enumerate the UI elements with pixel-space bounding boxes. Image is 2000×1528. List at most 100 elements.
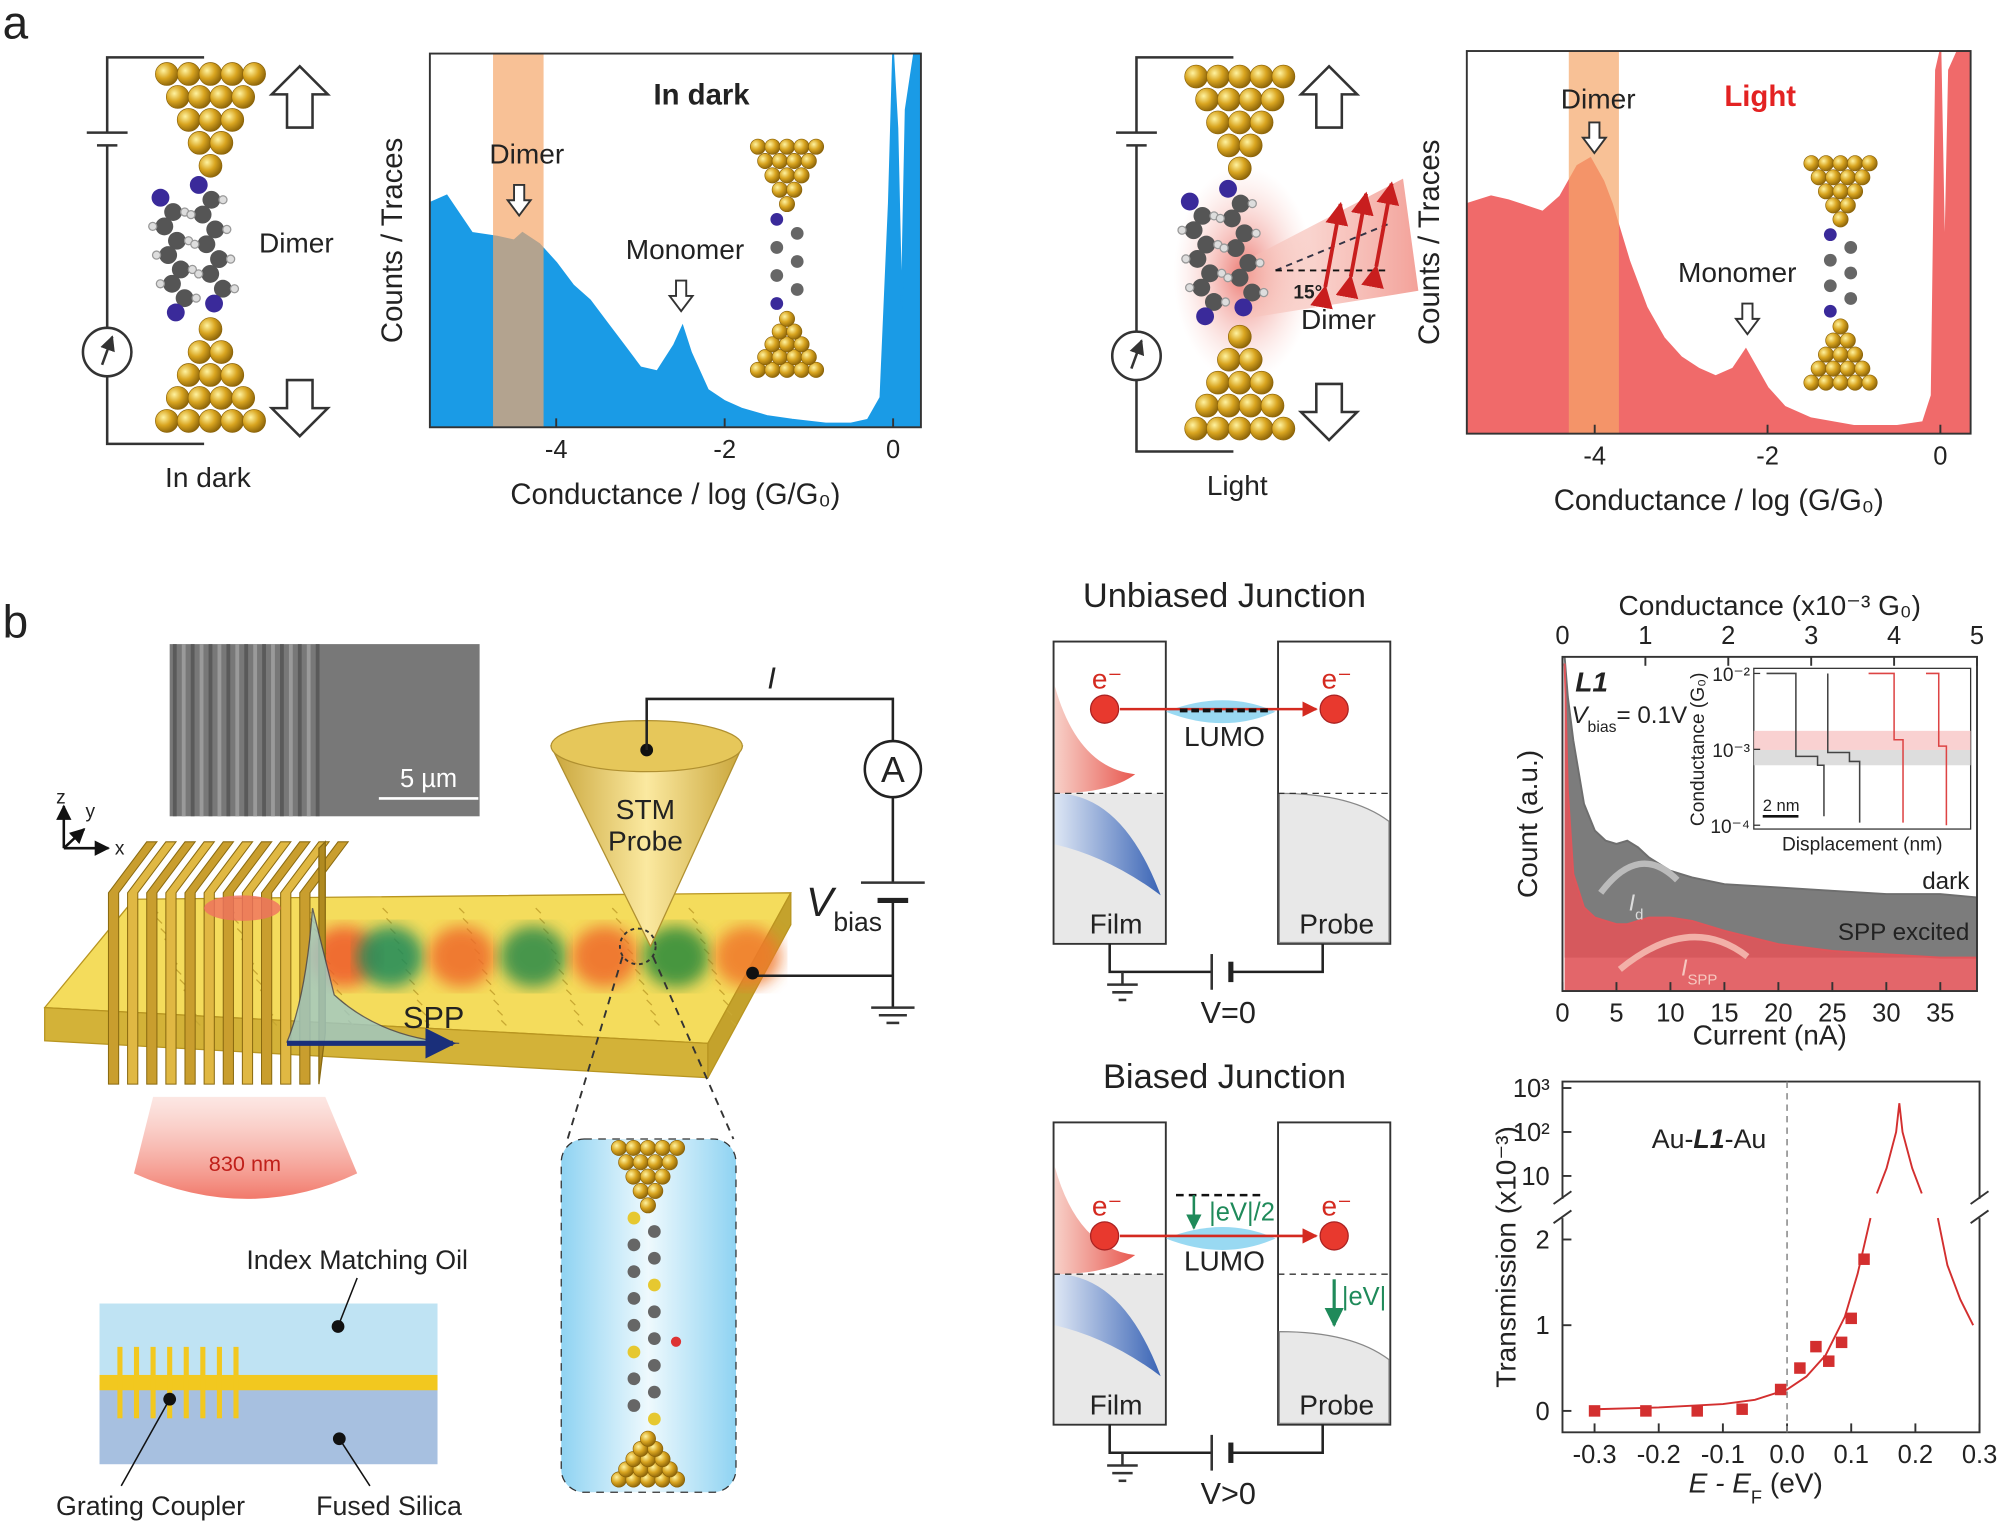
h-atom [1220,297,1231,307]
molecule-atom [1239,253,1258,272]
h-atom [1215,213,1225,224]
texture [646,999,653,1006]
scale-label: 2 nm [1763,796,1800,815]
molecule-atom [647,1225,661,1238]
caption: In dark [165,462,252,493]
y-tick-label: 10⁻⁴ [1710,817,1750,838]
electron [1319,694,1349,724]
annotation: Au-L1-Au [1652,1124,1767,1154]
h-atom [1185,282,1195,293]
gold-atom [176,363,201,387]
texture [497,1009,504,1016]
inset-y-label: Conductance (G₀) [1688,673,1709,827]
junction-title: Biased Junction [1103,1058,1346,1096]
gold-atom [640,1430,656,1447]
data-point [1640,1405,1652,1417]
gold-atom [1249,64,1274,89]
texture [638,979,645,986]
plasmon-field [714,925,781,988]
spp-field [286,907,460,1044]
gold-atom [625,1139,642,1156]
gold-atom [176,409,201,433]
gold-atom [1818,374,1834,391]
circuit [1135,56,1234,453]
leader [337,1277,358,1327]
gold-atom [1832,374,1849,391]
chart-title: In dark [653,79,750,112]
marker-arrow [505,183,533,218]
text-part: (eV) [1762,1467,1823,1498]
gold-film [99,1374,438,1391]
data-point [1858,1253,1870,1265]
gold-atom [1184,416,1208,441]
y-axis-label: Count (a.u.) [1512,750,1543,898]
legend-label: dark [1922,868,1970,895]
grating-fin [203,841,254,1085]
texture [462,917,469,924]
gold-atom [1832,183,1849,200]
h-atom [225,254,236,264]
gold-atom [1847,183,1864,200]
o-atom [670,1336,682,1347]
molecule-atom [790,227,804,240]
gold-atom [1195,87,1219,112]
h-atom [229,284,240,294]
gold-atom [669,1139,686,1156]
voltage-label: V=0 [1201,996,1256,1030]
x-tick-label: 30 [1872,1000,1900,1028]
x-tick-label: -0.1 [1701,1441,1745,1469]
circuit [645,697,895,1008]
leader [338,1438,371,1487]
texture [565,989,572,996]
x-tick-label: 2 [1721,622,1735,650]
electron-label: e⁻ [1092,1191,1122,1222]
gold-atom [1818,183,1834,200]
texture [412,989,419,996]
gold-atom [1832,318,1849,335]
molecule-atom [193,205,212,224]
gold-atom [1206,110,1230,135]
gold-atom [1249,370,1274,395]
marker-arrow [1734,302,1761,336]
grating-tooth [183,1346,189,1419]
vbias-label: Vbias [806,879,882,937]
molecule-atom [647,1385,661,1399]
text-part: -Au [1725,1124,1767,1154]
gold-atom [1227,156,1252,181]
h-atom [1247,198,1257,209]
gold-atom [610,1139,627,1156]
gold-atom [187,131,212,155]
y-tick-label: 10³ [1513,1075,1550,1103]
texture [175,968,182,975]
layer-label: Index Matching Oil [246,1245,468,1275]
gold-atom [165,85,190,109]
gold-atom [220,108,245,132]
x-tick-label: -4 [545,436,568,464]
gold-atom [198,108,223,132]
area-fill [1564,656,1978,958]
gold-atom [618,1154,635,1171]
gold-atom [661,1154,678,1171]
grating-fin [127,841,178,1085]
compound-label: L1 [1575,666,1608,697]
peak-label: ISPP [1681,955,1717,989]
gold-atom [1818,155,1834,172]
gold-atom [1260,87,1285,112]
zoom-region [618,927,657,966]
gold-atom [764,167,781,184]
silica-layer [99,1383,438,1465]
molecule-atom [1235,224,1254,243]
h-atom [191,293,201,303]
gold-atom [1206,416,1230,441]
peak-label: Id [1629,890,1644,924]
molecule-atom [171,260,190,279]
texture [650,1009,657,1016]
gold-atom [640,1139,656,1156]
texture [611,907,618,914]
texture [156,917,163,924]
lumo-label: LUMO [1184,721,1265,752]
y-tick-label: 1 [1536,1312,1550,1340]
gold-atom [155,62,179,86]
molecule-atom [197,235,216,254]
text-part: E - E [1689,1467,1752,1498]
